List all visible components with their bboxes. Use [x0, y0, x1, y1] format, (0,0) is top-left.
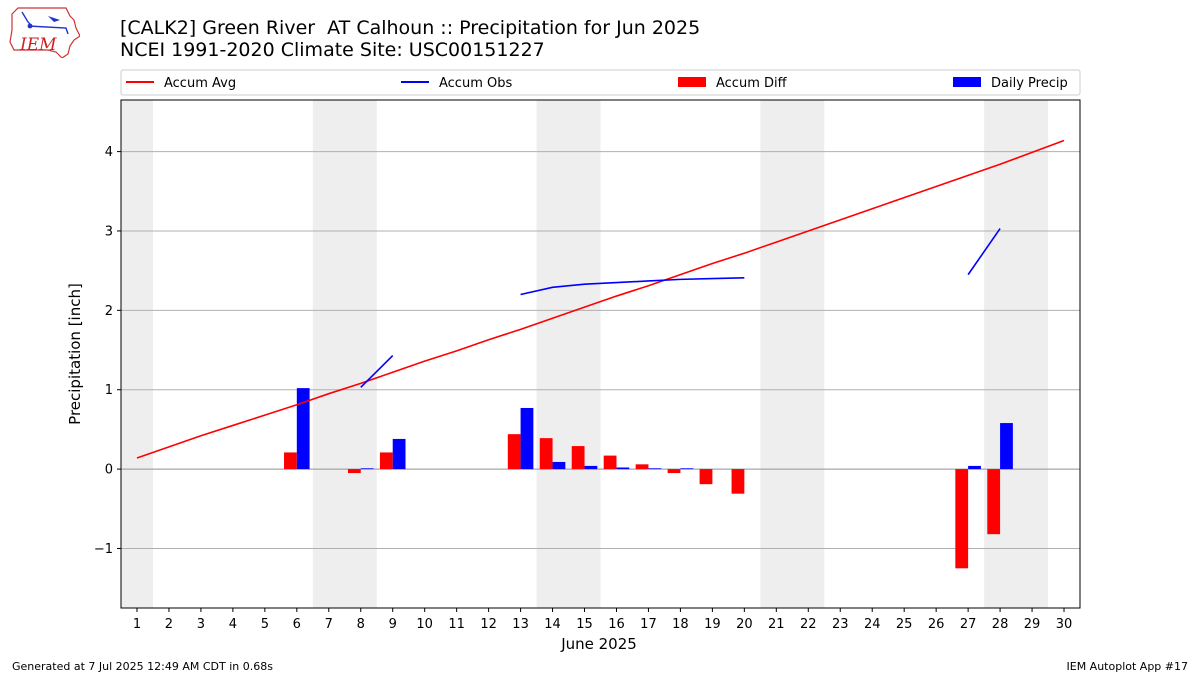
y-tick-label: 0: [105, 463, 113, 478]
accum-diff-bar: [571, 446, 585, 470]
accum-diff-bar: [635, 464, 649, 470]
x-tick-label: 24: [864, 617, 881, 632]
x-tick-label: 23: [832, 617, 849, 632]
x-tick-label: 28: [992, 617, 1009, 632]
x-tick-label: 27: [960, 617, 977, 632]
x-tick-label: 17: [640, 617, 657, 632]
daily-precip-bar: [616, 467, 630, 470]
x-tick-label: 4: [229, 617, 237, 632]
x-tick-label: 30: [1056, 617, 1073, 632]
accum-obs-line: [967, 228, 1001, 276]
accum-diff-bar: [347, 469, 361, 474]
daily-precip-bar: [520, 407, 534, 470]
y-tick-label: 3: [105, 224, 113, 239]
x-tick-label: 7: [325, 617, 333, 632]
x-tick-label: 20: [736, 617, 753, 632]
daily-precip-bar: [1000, 423, 1013, 470]
legend-label: Accum Obs: [439, 76, 512, 91]
logo-text: IEM: [19, 35, 57, 55]
iem-logo: IEM: [9, 7, 80, 58]
accum-diff-bar: [539, 438, 553, 470]
weekend-band: [312, 100, 377, 608]
app-credit: IEM Autoplot App #17: [1066, 660, 1189, 673]
x-tick-label: 14: [544, 617, 561, 632]
generated-note: Generated at 7 Jul 2025 12:49 AM CDT in …: [12, 660, 273, 673]
station-icon: [27, 23, 33, 29]
accum-diff-bar: [699, 469, 713, 485]
x-tick-label: 15: [576, 617, 593, 632]
x-tick-label: 6: [293, 617, 301, 632]
x-tick-label: 29: [1024, 617, 1041, 632]
daily-precip-bar: [584, 465, 598, 470]
x-tick-label: 1: [133, 617, 141, 632]
y-tick-label: 2: [105, 304, 113, 319]
x-tick-label: 22: [800, 617, 817, 632]
accum-obs-line: [520, 277, 745, 296]
x-tick-label: 5: [261, 617, 269, 632]
daily-precip-bar: [360, 468, 374, 470]
x-tick-label: 8: [357, 617, 365, 632]
daily-precip-bar: [968, 465, 981, 470]
legend-label: Daily Precip: [991, 76, 1068, 91]
wind-icon: [27, 25, 69, 35]
chart-title: [CALK2] Green River AT Calhoun :: Precip…: [120, 17, 701, 39]
x-tick-label: 13: [512, 617, 529, 632]
y-tick-label: 1: [105, 383, 113, 398]
chart-subtitle: NCEI 1991-2020 Climate Site: USC00151227: [120, 39, 545, 61]
x-tick-label: 26: [928, 617, 945, 632]
accum-diff-bar: [284, 452, 297, 470]
x-tick-label: 2: [165, 617, 173, 632]
daily-precip-bar: [648, 468, 662, 470]
x-tick-label: 18: [672, 617, 689, 632]
weekend-shading: [121, 100, 1049, 608]
weekend-band: [536, 100, 601, 608]
x-axis-label: June 2025: [560, 635, 637, 653]
x-tick-label: 16: [608, 617, 625, 632]
accum-diff-bar: [667, 469, 681, 474]
legend-label: Accum Avg: [164, 76, 236, 91]
plot-frame: [120, 99, 1081, 609]
x-tick-label: 11: [448, 617, 465, 632]
accum-diff-bar: [987, 469, 1001, 535]
legend: Accum Avg Accum Obs Accum Diff Daily Precip: [120, 69, 1081, 96]
legend-bar-swatch: [953, 77, 981, 87]
daily-precip-bar: [296, 388, 310, 470]
weekend-band: [121, 100, 153, 608]
x-tick-label: 21: [768, 617, 785, 632]
accum-diff-bar: [731, 469, 745, 494]
x-tick-label: 3: [197, 617, 205, 632]
x-axis: 1 2 3 4 5 6 7 8 9 10 11 12 13 14 15 16 17 18 19 20 21 22 23 24 2…: [133, 608, 1072, 632]
accum-diff-bar: [955, 469, 969, 569]
tornado-icon: [48, 16, 60, 22]
legend-bar-swatch: [678, 77, 706, 87]
x-tick-label: 25: [896, 617, 913, 632]
bars: [284, 388, 1013, 569]
daily-precip-bar: [552, 461, 566, 470]
x-tick-label: 9: [389, 617, 397, 632]
legend-label: Accum Diff: [716, 76, 788, 91]
y-axis-label: Precipitation [inch]: [66, 283, 84, 425]
accum-avg-line: [136, 139, 1065, 459]
x-tick-label: 10: [416, 617, 433, 632]
x-tick-label: 12: [480, 617, 497, 632]
accum-diff-bar: [379, 452, 393, 470]
legend-box: [120, 69, 1081, 96]
accum-obs-line: [360, 355, 394, 388]
daily-precip-bar: [392, 438, 406, 470]
accum-diff-bar: [507, 434, 521, 470]
state-outline-icon: [9, 7, 80, 58]
y-axis: −1 0 1 2 3 4: [94, 145, 121, 557]
weekend-band: [760, 100, 825, 608]
daily-precip-bar: [680, 468, 694, 470]
accum-diff-bar: [603, 455, 617, 470]
y-tick-label: 4: [105, 145, 113, 160]
x-tick-label: 19: [704, 617, 721, 632]
y-tick-label: −1: [94, 542, 113, 557]
series-lines: [136, 139, 1065, 459]
